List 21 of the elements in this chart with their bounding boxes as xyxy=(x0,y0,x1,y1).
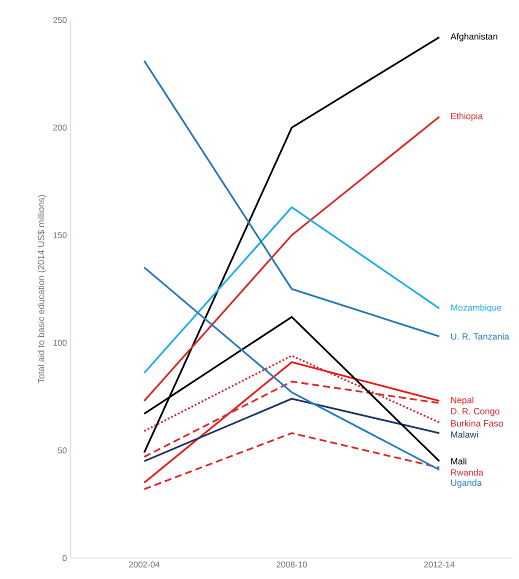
y-tick-label: 50 xyxy=(58,447,67,454)
y-tick-label: 100 xyxy=(53,340,67,346)
series-label: Mozambique xyxy=(451,304,502,313)
y-axis-title: Total aid to basic education (2014 US$ millions) xyxy=(38,195,46,384)
y-tick-label: 250 xyxy=(53,17,67,23)
series-label: Malawi xyxy=(451,431,478,438)
y-tick-label: 150 xyxy=(53,232,67,238)
y-tick-label: 200 xyxy=(53,124,67,131)
series-label: U. R. Tanzania xyxy=(451,333,510,340)
y-tick-label: 0 xyxy=(62,555,67,561)
x-tick-label: 2002-04 xyxy=(129,562,160,568)
series-label: D. R. Congo xyxy=(451,408,500,416)
series-label: Rwanda xyxy=(451,469,484,476)
x-tick-label: 2008-10 xyxy=(276,562,307,568)
series-label: Mali xyxy=(451,458,466,464)
x-tick-label: 2012-14 xyxy=(424,562,455,568)
series-label: Nepal xyxy=(451,396,474,406)
series-label: Burkina Faso xyxy=(451,420,503,427)
series-label: Ethiopia xyxy=(451,112,483,122)
series-label: Uganda xyxy=(451,479,482,488)
series-label: Afghanistan xyxy=(450,33,498,42)
